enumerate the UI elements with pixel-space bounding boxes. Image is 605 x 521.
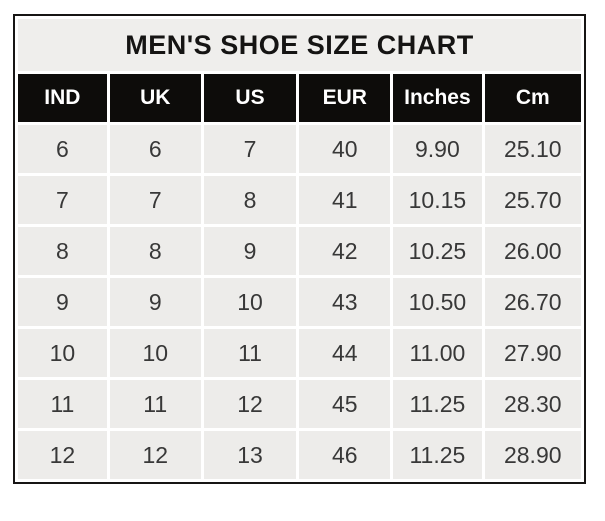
cell-inches: 11.25 (393, 380, 482, 428)
cell-uk: 12 (109, 431, 201, 479)
cell-cm: 25.10 (484, 125, 581, 173)
title-row: MEN'S SHOE SIZE CHART (18, 19, 581, 71)
col-header-ind: IND (18, 74, 107, 122)
cell-cm: 28.90 (484, 431, 581, 479)
cell-us: 12 (203, 380, 297, 428)
cell-uk: 11 (109, 380, 201, 428)
table-row: 8 8 9 42 10.25 26.00 (18, 227, 581, 275)
cell-ind: 12 (18, 431, 107, 479)
cell-us: 11 (203, 329, 297, 377)
cell-uk: 10 (109, 329, 201, 377)
cell-inches: 11.00 (393, 329, 482, 377)
cell-eur: 42 (299, 227, 391, 275)
table-row: 10 10 11 44 11.00 27.90 (18, 329, 581, 377)
col-header-uk: UK (109, 74, 201, 122)
cell-cm: 26.70 (484, 278, 581, 326)
cell-eur: 44 (299, 329, 391, 377)
table-row: 12 12 13 46 11.25 28.90 (18, 431, 581, 479)
cell-ind: 8 (18, 227, 107, 275)
cell-eur: 40 (299, 125, 391, 173)
col-header-eur: EUR (299, 74, 391, 122)
cell-eur: 41 (299, 176, 391, 224)
cell-us: 8 (203, 176, 297, 224)
cell-inches: 11.25 (393, 431, 482, 479)
cell-eur: 43 (299, 278, 391, 326)
cell-us: 9 (203, 227, 297, 275)
cell-cm: 26.00 (484, 227, 581, 275)
col-header-cm: Cm (484, 74, 581, 122)
cell-eur: 46 (299, 431, 391, 479)
table-title: MEN'S SHOE SIZE CHART (18, 19, 581, 71)
table-row: 6 6 7 40 9.90 25.10 (18, 125, 581, 173)
cell-cm: 25.70 (484, 176, 581, 224)
cell-cm: 27.90 (484, 329, 581, 377)
cell-uk: 8 (109, 227, 201, 275)
cell-ind: 9 (18, 278, 107, 326)
cell-ind: 6 (18, 125, 107, 173)
cell-uk: 6 (109, 125, 201, 173)
header-row: IND UK US EUR Inches Cm (18, 74, 581, 122)
cell-uk: 7 (109, 176, 201, 224)
cell-ind: 7 (18, 176, 107, 224)
cell-eur: 45 (299, 380, 391, 428)
cell-us: 7 (203, 125, 297, 173)
cell-uk: 9 (109, 278, 201, 326)
cell-inches: 10.25 (393, 227, 482, 275)
table-row: 9 9 10 43 10.50 26.70 (18, 278, 581, 326)
cell-ind: 11 (18, 380, 107, 428)
cell-us: 13 (203, 431, 297, 479)
cell-inches: 10.15 (393, 176, 482, 224)
cell-cm: 28.30 (484, 380, 581, 428)
cell-inches: 10.50 (393, 278, 482, 326)
col-header-inches: Inches (393, 74, 482, 122)
cell-us: 10 (203, 278, 297, 326)
table-row: 7 7 8 41 10.15 25.70 (18, 176, 581, 224)
col-header-us: US (203, 74, 297, 122)
table-row: 11 11 12 45 11.25 28.30 (18, 380, 581, 428)
cell-inches: 9.90 (393, 125, 482, 173)
size-table: MEN'S SHOE SIZE CHART IND UK US EUR Inch… (13, 14, 586, 484)
cell-ind: 10 (18, 329, 107, 377)
